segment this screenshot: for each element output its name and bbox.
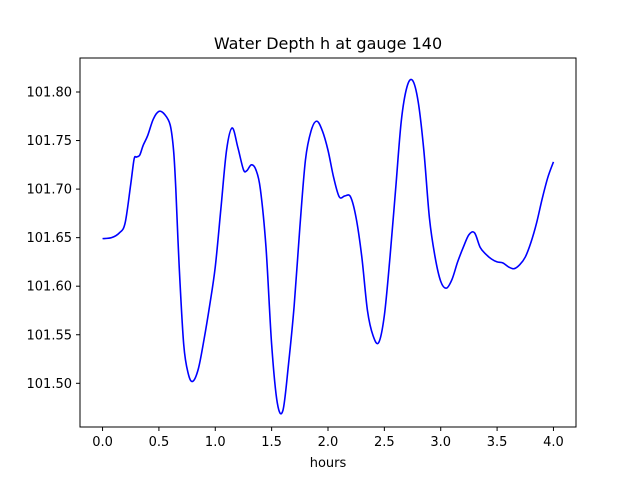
x-tick-label: 1.5 xyxy=(261,435,282,450)
x-tick-label: 2.5 xyxy=(374,435,395,450)
plot-layer xyxy=(102,78,555,415)
y-tick-label: 101.80 xyxy=(27,85,73,100)
x-tick-label: 0.5 xyxy=(149,435,170,450)
x-axis-ticks: 0.0 0.5 1.0 1.5 2.0 2.5 3.0 3.5 4.0 xyxy=(92,427,564,450)
x-tick-label: 1.0 xyxy=(205,435,226,450)
y-axis-ticks: 101.50 101.55 101.60 101.65 101.70 101.75 101.… xyxy=(27,85,80,392)
chart-title: Water Depth h at gauge 140 xyxy=(214,34,442,53)
x-tick-label: 0.0 xyxy=(92,435,113,450)
x-tick-label: 3.5 xyxy=(487,435,508,450)
axes-frame xyxy=(79,57,577,428)
x-tick-label: 2.0 xyxy=(318,435,339,450)
x-tick-label: 4.0 xyxy=(543,435,564,450)
y-tick-label: 101.75 xyxy=(27,134,73,149)
y-tick-label: 101.50 xyxy=(27,377,73,392)
y-tick-label: 101.55 xyxy=(27,328,73,343)
y-tick-label: 101.65 xyxy=(27,231,73,246)
y-tick-label: 101.70 xyxy=(27,183,73,198)
y-tick-label: 101.60 xyxy=(27,280,73,295)
x-axis-label: hours xyxy=(310,456,347,471)
series-line-0 xyxy=(102,78,555,415)
x-tick-label: 3.0 xyxy=(430,435,451,450)
